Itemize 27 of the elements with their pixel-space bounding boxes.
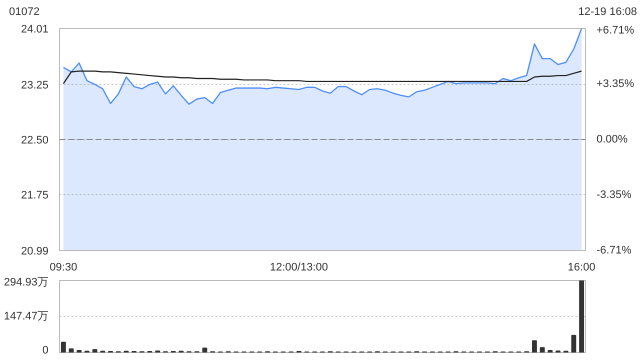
y2-tick-label: -6.71% [596,244,632,256]
text: 12-19 16:08 [578,5,637,20]
line-series [62,70,582,84]
bar [60,342,66,352]
y2-tick-label: -3.35% [596,188,632,201]
bar [68,348,74,352]
bar [92,349,98,352]
y2-tick-label: 0.00% [596,134,628,146]
chart-title: 01072 [9,5,40,20]
bar [202,348,208,352]
y-tick-label: 147.47万 [4,310,49,322]
y-tick-label: 24.01 [20,24,49,36]
y-tick-label: 0 [42,344,49,356]
y-tick-label: 22.50 [20,134,49,146]
y-tick-label: 23.25 [20,79,49,92]
y2-tick-label: +3.35% [596,78,634,90]
bar [540,347,545,352]
bar [579,280,584,352]
x-tick-label: 16:00 [568,262,596,274]
x-tick-label: 12:00/13:00 [270,262,328,274]
x-tick-label: 09:30 [50,262,78,274]
y-tick-label: 21.75 [20,190,49,202]
y-tick-label: 20.99 [20,246,49,258]
bar [571,334,576,352]
y-tick-label: 294.93万 [4,276,49,288]
y2-tick-label: +6.71% [596,24,634,36]
bar [532,340,537,352]
